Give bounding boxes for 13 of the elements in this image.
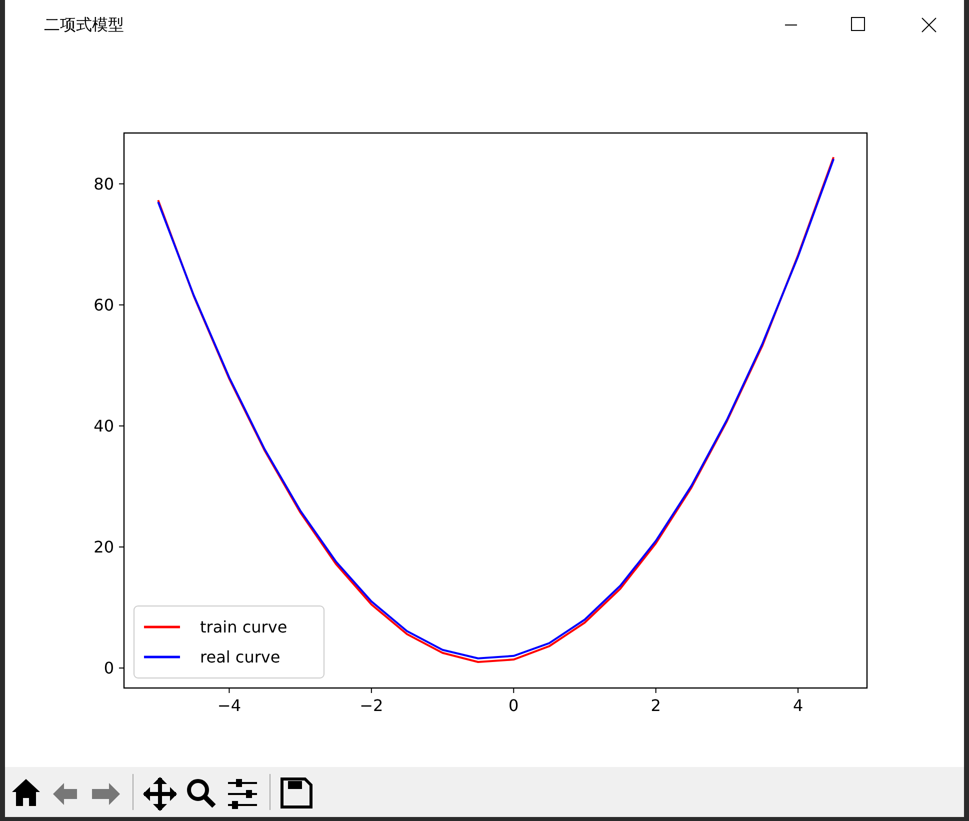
x-tick-label: 2 bbox=[650, 696, 661, 715]
y-tick-label: 60 bbox=[94, 295, 114, 314]
legend-label: train curve bbox=[200, 618, 288, 637]
y-tick-label: 40 bbox=[94, 416, 114, 436]
chart-title: 二项式模型 bbox=[44, 15, 124, 34]
y-tick-label: 0 bbox=[104, 658, 114, 678]
y-tick-label: 20 bbox=[94, 538, 114, 557]
x-tick-label: 0 bbox=[508, 696, 519, 715]
x-tick-label: −4 bbox=[217, 696, 242, 715]
x-tick-label: −2 bbox=[360, 696, 384, 715]
x-tick-label: 4 bbox=[792, 696, 804, 715]
y-tick-label: 80 bbox=[94, 174, 114, 194]
legend-label: real curve bbox=[200, 648, 280, 667]
